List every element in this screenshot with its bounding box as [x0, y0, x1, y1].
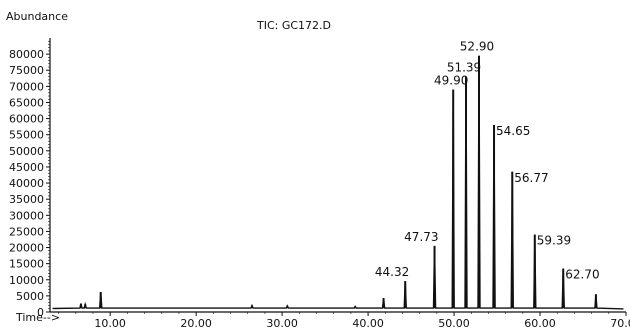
chart-title: TIC: GC172.D [256, 19, 331, 32]
peak-label: 51.39 [447, 61, 481, 75]
y-tick-label: 75000 [9, 64, 44, 77]
peak-label: 59.39 [537, 234, 571, 248]
y-tick-label: 55000 [9, 129, 44, 142]
y-tick-label: 0 [37, 306, 44, 319]
y-tick-label: 45000 [9, 161, 44, 174]
x-tick-label: 20.00 [180, 317, 212, 329]
y-tick-label: 70000 [9, 80, 44, 93]
y-tick-label: 30000 [9, 209, 44, 222]
x-axis-ticks: 10.00 20.00 30.00 40.00 50.00 60.00 70.00 [58, 312, 630, 329]
axes [49, 38, 626, 313]
peak-label: 52.90 [460, 40, 494, 54]
y-axis-label: Abundance [6, 10, 68, 23]
y-tick-label: 35000 [9, 193, 44, 206]
x-axis-label: Time--> [15, 311, 60, 324]
x-tick-label: 30.00 [266, 317, 298, 329]
peak-label: 47.73 [404, 230, 438, 244]
y-tick-label: 65000 [9, 96, 44, 109]
peak-label: 54.65 [496, 124, 530, 138]
x-tick-label: 60.00 [524, 317, 556, 329]
y-axis-ticks: 0 5000 10000 15000 20000 25000 30000 35000 40000… [9, 40, 50, 319]
x-tick-label: 10.00 [94, 317, 126, 329]
x-tick-label: 40.00 [352, 317, 384, 329]
y-tick-label: 50000 [9, 145, 44, 158]
peak-label: 44.32 [375, 265, 409, 279]
y-tick-label: 10000 [9, 274, 44, 287]
y-tick-label: 25000 [9, 225, 44, 238]
peak-label: 49.90 [434, 74, 468, 88]
peak-label: 56.77 [514, 171, 548, 185]
peak-label: 62.70 [565, 267, 599, 281]
x-tick-label: 50.00 [438, 317, 470, 329]
y-tick-label: 60000 [9, 113, 44, 126]
y-tick-label: 15000 [9, 258, 44, 271]
y-tick-label: 80000 [9, 48, 44, 61]
y-tick-label: 40000 [9, 177, 44, 190]
tic-trace [52, 55, 624, 310]
y-tick-label: 20000 [9, 242, 44, 255]
y-tick-label: 5000 [16, 290, 44, 303]
x-tick-label: 70.00 [610, 317, 630, 329]
